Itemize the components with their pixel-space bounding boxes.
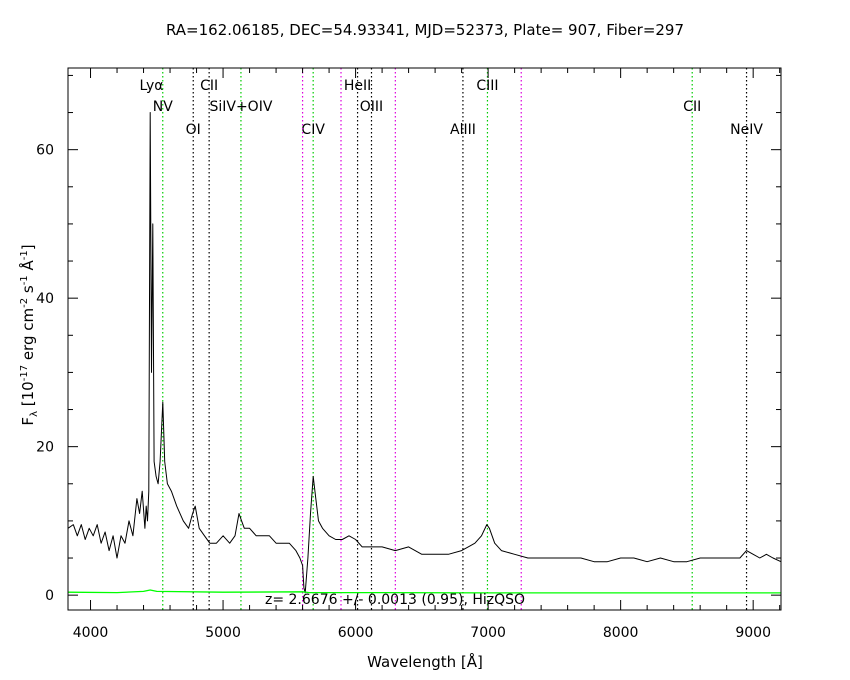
line-markers: Lyα NV OI CII SiIV+OIV CIV HeII OIII AlIII CIII CI… [139,68,763,610]
x-tick-label-5000: 5000 [205,625,241,641]
line-label-4: SiIV+OIV [209,99,272,115]
y-tick-label-0: 0 [45,588,54,604]
x-tick-label-4000: 4000 [73,625,109,641]
line-label-12: CIII [476,78,498,94]
y-axis-label: Fλ [10-17 erg cm-2 s-1 Å-1] [18,244,40,425]
x-tick-label-6000: 6000 [338,625,374,641]
x-tick-label-9000: 9000 [735,625,771,641]
x-tick-label-7000: 7000 [470,625,506,641]
line-label-8: HeII [344,78,371,94]
error-series [67,589,781,594]
line-label-14: CII [683,99,701,115]
line-label-3: CII [200,78,218,94]
flux-series [67,112,782,594]
line-label-11: AlIII [450,122,476,138]
x-axis: 4000 5000 6000 7000 8000 9000 [73,68,781,641]
redshift-annotation: z= 2.6676 +/- 0.0013 (0.95), HizQSO [265,592,525,608]
line-label-15: NeIV [730,122,763,138]
y-tick-label-60: 60 [36,143,54,159]
y-tick-label-20: 20 [36,440,54,456]
line-label-5: CIV [301,122,325,138]
chart-title: RA=162.06185, DEC=54.93341, MJD=52373, P… [166,21,684,39]
plot-frame [67,67,782,611]
line-label-0: Lyα [139,78,163,94]
line-label-9: OIII [360,99,383,115]
series-layer [67,112,782,594]
y-axis: 0 20 40 60 [36,74,781,604]
y-tick-label-40: 40 [36,291,54,307]
line-label-1: NV [153,99,173,115]
line-label-2: OI [186,122,201,138]
x-axis-label: Wavelength [Å] [367,652,483,671]
x-tick-label-8000: 8000 [603,625,639,641]
